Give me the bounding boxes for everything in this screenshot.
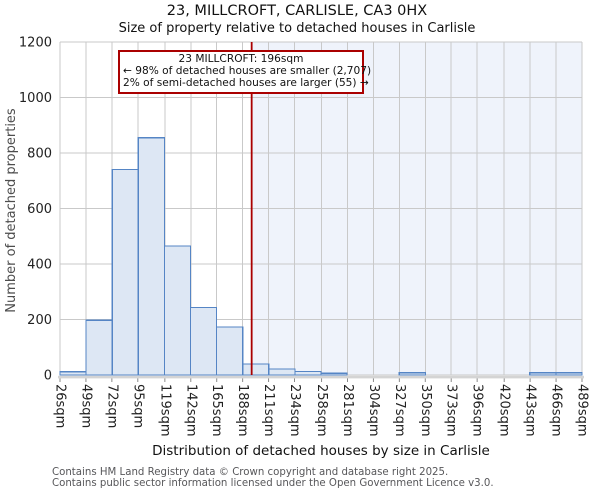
x-tick-label: 72sqm — [104, 384, 119, 428]
x-tick-label: 373sqm — [444, 384, 459, 437]
x-tick-label: 443sqm — [523, 384, 538, 437]
y-tick-label: 400 — [27, 258, 52, 273]
chart-title: 23, MILLCROFT, CARLISLE, CA3 0HX — [166, 3, 428, 19]
histogram-bar — [85, 319, 113, 376]
x-tick-label: 281sqm — [340, 384, 355, 437]
histogram-bar — [111, 169, 139, 376]
y-tick-label: 1200 — [19, 36, 52, 51]
y-axis-title: Number of detached properties — [4, 108, 19, 313]
x-tick-label: 350sqm — [418, 384, 433, 437]
histogram-bar — [216, 326, 244, 376]
x-tick-label: 119sqm — [157, 384, 172, 437]
footer-copyright: Contains HM Land Registry data © Crown c… — [52, 467, 449, 478]
x-tick-label: 188sqm — [235, 384, 250, 437]
x-tick-label: 420sqm — [497, 384, 512, 437]
histogram-bar — [529, 372, 557, 376]
histogram-bar — [555, 372, 583, 376]
x-tick-label: 258sqm — [314, 384, 329, 437]
x-tick-label: 234sqm — [287, 384, 302, 437]
x-tick-label: 327sqm — [392, 384, 407, 437]
y-tick-label: 0 — [44, 369, 52, 384]
histogram-bar — [137, 137, 166, 376]
histogram-bar — [189, 306, 218, 376]
histogram-bar — [163, 245, 192, 376]
annotation-smaller-stat: ← 98% of detached houses are smaller (2,… — [123, 65, 372, 78]
x-tick-label: 489sqm — [575, 384, 590, 437]
x-tick-label: 165sqm — [209, 384, 224, 437]
footer-licence: Contains public sector information licen… — [52, 478, 494, 489]
histogram-bar — [59, 371, 87, 376]
y-tick-label: 800 — [27, 147, 52, 162]
annotation-property-size: 23 MILLCROFT: 196sqm — [178, 53, 304, 65]
x-tick-label: 95sqm — [130, 384, 145, 428]
annotation-box: 23 MILLCROFT: 196sqm ← 98% of detached h… — [118, 50, 372, 94]
histogram-bar — [242, 363, 270, 376]
histogram-bar — [294, 370, 322, 376]
x-axis-title: Distribution of detached houses by size … — [152, 443, 490, 459]
chart-subtitle: Size of property relative to detached ho… — [118, 21, 476, 36]
y-tick-label: 600 — [27, 202, 52, 217]
y-tick-label: 200 — [27, 313, 52, 328]
x-tick-label: 26sqm — [53, 384, 68, 428]
histogram-bar — [398, 372, 426, 376]
y-tick-label: 1000 — [19, 91, 52, 106]
x-tick-label: 211sqm — [261, 384, 276, 437]
x-tick-label: 304sqm — [366, 384, 381, 437]
annotation-larger-stat: 2% of semi-detached houses are larger (5… — [123, 77, 369, 90]
histogram-bar — [268, 368, 296, 376]
x-tick-label: 466sqm — [549, 384, 564, 437]
x-tick-label: 49sqm — [78, 384, 93, 428]
x-tick-label: 396sqm — [470, 384, 485, 437]
x-tick-label: 142sqm — [183, 384, 198, 437]
x-axis-line — [58, 375, 584, 379]
histogram-bar — [320, 372, 348, 376]
